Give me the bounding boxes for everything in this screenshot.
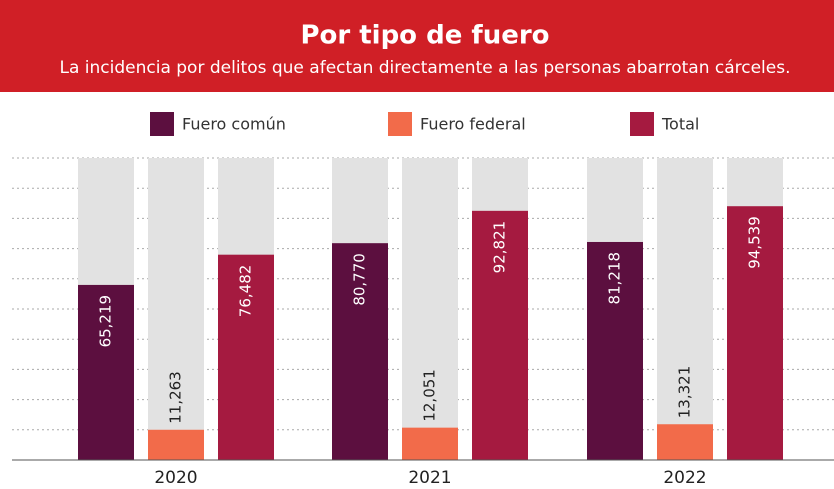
legend-label: Fuero común [182, 115, 286, 134]
value-label: 92,821 [491, 221, 509, 274]
bar [332, 243, 388, 460]
bar [587, 241, 643, 460]
value-label: 65,219 [97, 295, 115, 348]
x-tick-label: 2020 [154, 468, 197, 488]
legend-swatch [388, 112, 412, 136]
header-band [0, 0, 834, 92]
x-tick-label: 2022 [663, 468, 706, 488]
legend-label: Fuero federal [420, 115, 526, 134]
value-label: 12,051 [421, 369, 439, 422]
bg-bar [148, 158, 204, 460]
value-label: 81,218 [606, 252, 624, 305]
bar [148, 429, 204, 460]
bar [218, 254, 274, 460]
bg-bar [657, 158, 713, 460]
value-label: 76,482 [237, 265, 255, 318]
chart-subtitle: La incidencia por delitos que afectan di… [59, 58, 790, 78]
value-label: 11,263 [167, 371, 185, 424]
bar [727, 206, 783, 460]
legend-swatch [150, 112, 174, 136]
x-tick-label: 2021 [408, 468, 451, 488]
bar [78, 284, 134, 460]
legend-swatch [630, 112, 654, 136]
bar [402, 427, 458, 460]
bar [657, 424, 713, 460]
value-label: 94,539 [746, 216, 764, 269]
chart-title: Por tipo de fuero [300, 21, 549, 51]
bg-bar [402, 158, 458, 460]
value-label: 80,770 [351, 253, 369, 306]
value-label: 13,321 [676, 366, 694, 419]
legend-label: Total [661, 115, 699, 134]
bar [472, 210, 528, 460]
